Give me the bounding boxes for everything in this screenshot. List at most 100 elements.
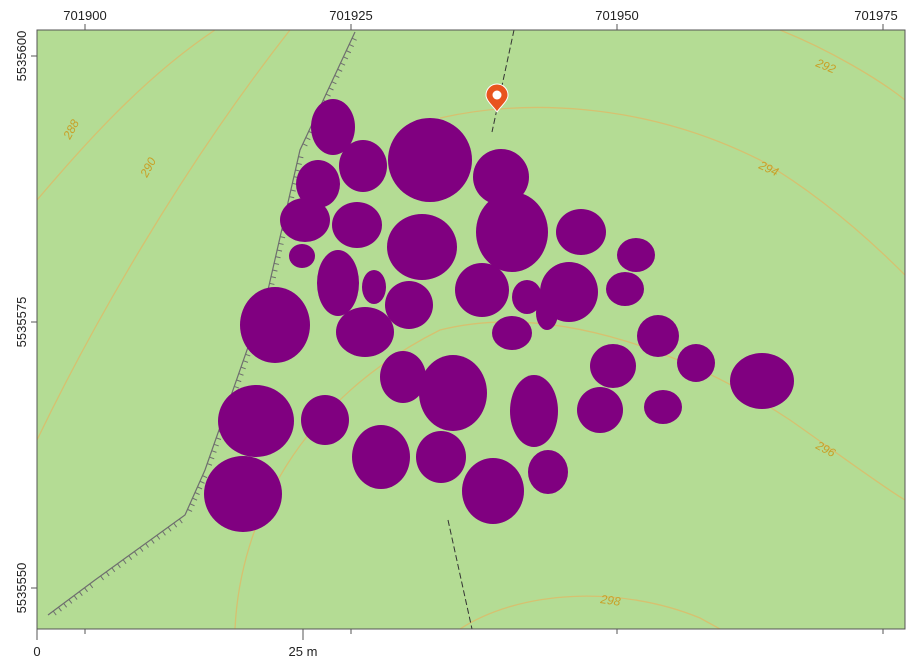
x-axis: 701900 701925 701950 701975: [63, 8, 898, 634]
y-tick-label: 5535575: [14, 297, 29, 348]
contour-label-298: 298: [599, 592, 622, 609]
tree-canopy: [296, 160, 340, 208]
tree-canopy: [280, 198, 330, 242]
x-tick-label: 701900: [63, 8, 106, 23]
escarpment-hatch: [52, 610, 57, 616]
escarpment-hatch: [122, 559, 127, 565]
escarpment-hatch: [270, 276, 277, 279]
escarpment-hatch: [63, 603, 68, 608]
x-tick-label: 701975: [854, 8, 897, 23]
map-background: [37, 30, 905, 629]
tree-canopy: [577, 387, 623, 433]
escarpment-hatch: [202, 475, 208, 479]
track-lines: [447, 30, 515, 629]
tree-canopy: [362, 270, 386, 304]
escarpment-hatch: [139, 547, 144, 552]
escarpment-hatch: [337, 68, 343, 72]
escarpment-hatch: [111, 567, 116, 573]
tree-canopy: [617, 238, 655, 272]
tree-canopy: [204, 456, 282, 532]
escarpment-hatch: [348, 43, 354, 47]
tree-canopy: [388, 118, 472, 202]
tree-canopy: [730, 353, 794, 409]
y-tick-label: 5535550: [14, 563, 29, 614]
tree-canopy: [218, 385, 294, 457]
escarpment-hatch: [240, 366, 246, 370]
escarpment-hatch: [238, 373, 244, 376]
escarpment-hatch: [290, 189, 296, 192]
contour-line-288: [37, 30, 216, 201]
escarpment-hatch: [192, 497, 198, 501]
escarpment-hatch: [89, 583, 94, 589]
escarpment-hatch: [340, 62, 346, 66]
escarpment-hatch: [296, 162, 302, 165]
scale-bar-start-label: 0: [33, 644, 40, 659]
escarpment-hatch: [236, 379, 242, 383]
escarpment-hatch: [58, 606, 62, 612]
tree-canopy: [512, 280, 542, 314]
tree-canopy: [476, 192, 548, 272]
escarpment-hatch: [197, 486, 203, 490]
escarpment-hatch: [78, 591, 83, 596]
escarpment-hatch: [328, 87, 334, 91]
escarpment-hatch: [178, 518, 183, 524]
escarpment-hatch: [194, 492, 200, 495]
tree-canopy: [528, 450, 568, 494]
escarpment-hatch: [331, 81, 337, 85]
escarpment-hatch: [272, 269, 278, 272]
escarpment-hatch: [234, 385, 240, 389]
escarpment-hatch: [105, 571, 110, 577]
tree-canopy: [332, 202, 382, 248]
escarpment-hatch: [68, 599, 73, 604]
track-line-south: [447, 519, 473, 629]
contour-line-298: [459, 595, 721, 629]
escarpment-hatch: [211, 450, 217, 453]
tree-canopy: [644, 390, 682, 424]
escarpment-hatch: [298, 156, 304, 159]
y-tick-label: 5535600: [14, 31, 29, 82]
escarpment-hatch: [189, 503, 195, 507]
escarpment-hatch: [162, 530, 166, 536]
escarpment-hatch: [145, 543, 149, 548]
escarpment-hatch: [199, 480, 205, 484]
escarpment-hatch: [216, 437, 222, 440]
location-pin-icon[interactable]: [485, 83, 509, 113]
tree-canopy: [492, 316, 532, 350]
tree-canopy: [473, 149, 529, 205]
scale-bar-end-label: 25 m: [289, 644, 318, 659]
tree-canopy: [606, 272, 644, 306]
escarpment-hatch: [302, 143, 308, 147]
escarpment-hatch: [325, 93, 331, 97]
tree-canopy: [301, 395, 349, 445]
tree-canopy: [419, 355, 487, 431]
escarpment-hatch: [275, 256, 281, 259]
tree-canopy: [380, 351, 426, 403]
escarpment-hatch: [278, 242, 284, 245]
escarpment-hatch: [156, 535, 161, 540]
x-tick-label: 701925: [329, 8, 372, 23]
tree-canopies: [204, 99, 794, 532]
tree-canopy: [462, 458, 524, 524]
tree-canopy: [240, 287, 310, 363]
tree-canopy: [352, 425, 410, 489]
tree-canopy: [510, 375, 558, 447]
track-line-north: [491, 30, 515, 133]
escarpment-hatch: [243, 360, 249, 363]
escarpment-hatch: [167, 526, 172, 532]
escarpment-hatch: [295, 169, 301, 172]
tree-canopy: [317, 250, 359, 316]
tree-canopy: [455, 263, 509, 317]
escarpment-hatch: [207, 463, 213, 466]
tree-canopy: [536, 296, 558, 330]
escarpment-hatch: [245, 353, 251, 357]
tree-canopy: [637, 315, 679, 357]
escarpment-hatch: [277, 249, 283, 252]
escarpment-hatch: [100, 575, 104, 581]
escarpment-hatch: [133, 551, 138, 556]
escarpment-hatch: [305, 137, 311, 141]
escarpment-hatch: [273, 262, 280, 265]
tree-canopy: [416, 431, 466, 483]
contour-line-294: [439, 106, 905, 276]
